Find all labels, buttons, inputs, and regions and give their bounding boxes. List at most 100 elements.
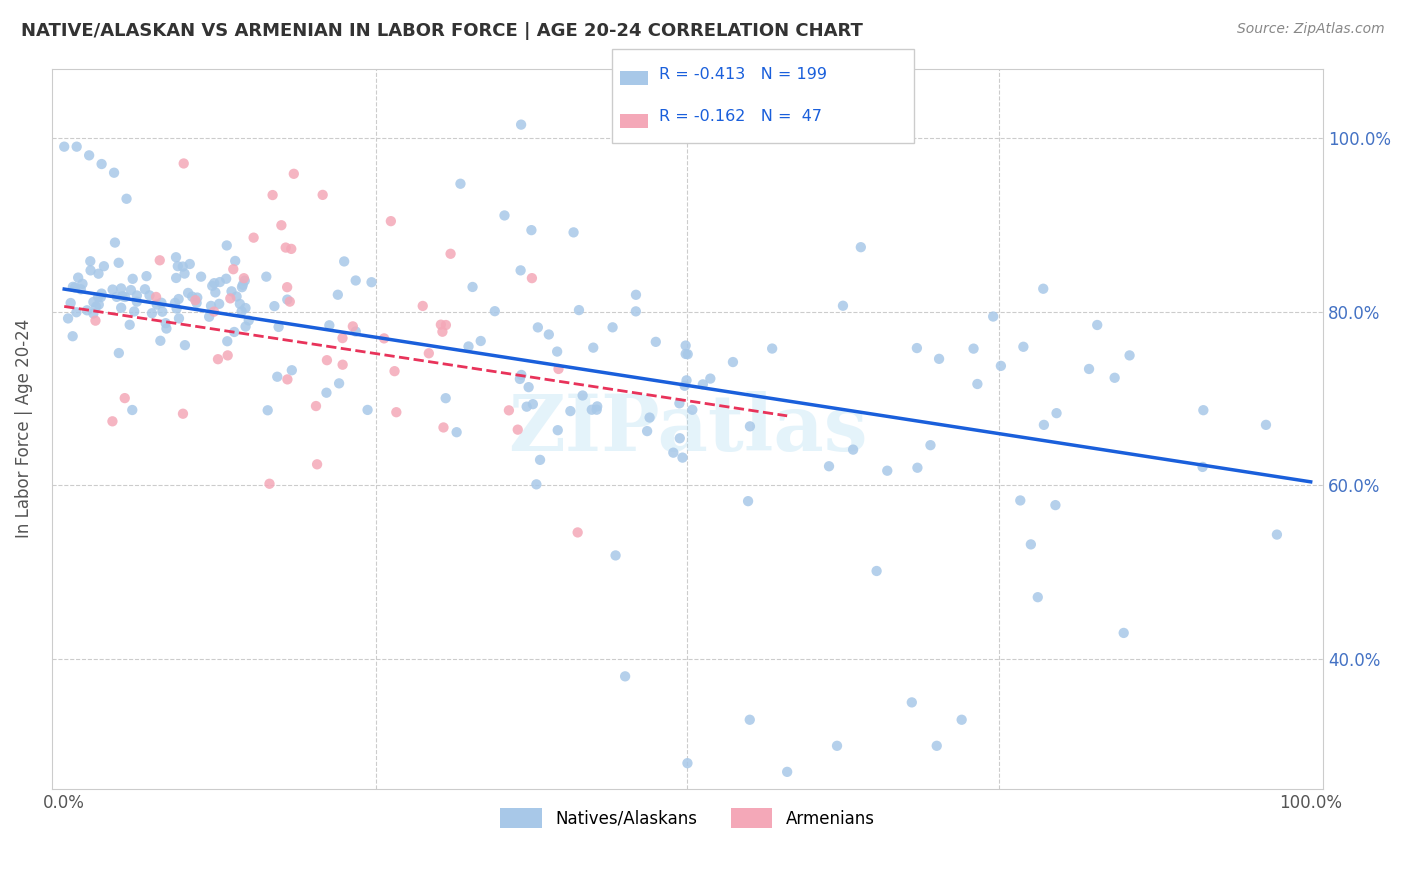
Point bbox=[571, 388, 593, 402]
Point bbox=[202, 276, 225, 290]
Point bbox=[316, 353, 339, 368]
Point bbox=[920, 438, 942, 452]
Point bbox=[62, 329, 84, 343]
Point bbox=[235, 301, 257, 315]
Point bbox=[101, 414, 124, 428]
Point bbox=[90, 290, 112, 304]
Point bbox=[120, 283, 142, 297]
Point bbox=[166, 259, 188, 273]
Point bbox=[225, 289, 247, 303]
Point bbox=[217, 348, 239, 362]
Point bbox=[825, 739, 848, 753]
Point bbox=[108, 346, 131, 360]
Point bbox=[167, 292, 190, 306]
Point bbox=[332, 358, 354, 372]
Point bbox=[671, 450, 693, 465]
Point bbox=[90, 286, 112, 301]
Point bbox=[87, 290, 110, 304]
Point bbox=[699, 371, 721, 385]
Point bbox=[166, 301, 188, 316]
Point bbox=[981, 310, 1004, 324]
Point bbox=[446, 425, 468, 440]
Point bbox=[1192, 403, 1215, 417]
Point bbox=[1045, 498, 1067, 512]
Point bbox=[110, 281, 132, 295]
Point bbox=[53, 139, 76, 153]
Point bbox=[638, 410, 661, 425]
Point bbox=[179, 257, 201, 271]
Point bbox=[155, 316, 177, 330]
Point bbox=[676, 347, 699, 361]
Point bbox=[662, 445, 685, 459]
Point bbox=[87, 267, 110, 281]
Point bbox=[434, 318, 457, 332]
Point bbox=[516, 400, 538, 414]
Point bbox=[509, 263, 531, 277]
Point bbox=[333, 254, 356, 268]
Point bbox=[79, 263, 101, 277]
Point bbox=[434, 391, 457, 405]
Point bbox=[111, 289, 134, 303]
Point bbox=[114, 391, 136, 405]
Point bbox=[141, 306, 163, 320]
Point bbox=[524, 477, 547, 491]
Point bbox=[208, 297, 231, 311]
Point bbox=[318, 318, 340, 333]
Point bbox=[146, 298, 169, 312]
Point bbox=[586, 400, 609, 414]
Point bbox=[145, 290, 167, 304]
Point bbox=[121, 272, 143, 286]
Point bbox=[537, 327, 560, 342]
Point bbox=[125, 294, 148, 309]
Point bbox=[373, 331, 395, 345]
Point bbox=[107, 256, 129, 270]
Point bbox=[962, 342, 984, 356]
Point bbox=[905, 341, 928, 355]
Point bbox=[1032, 417, 1054, 432]
Point bbox=[217, 334, 239, 349]
Point bbox=[675, 373, 697, 387]
Point bbox=[506, 423, 529, 437]
Point bbox=[966, 376, 988, 391]
Point bbox=[138, 288, 160, 302]
Point bbox=[90, 157, 112, 171]
Point bbox=[385, 405, 408, 419]
Point bbox=[668, 396, 690, 410]
Point bbox=[737, 494, 759, 508]
Point bbox=[84, 300, 107, 314]
Point bbox=[69, 282, 91, 296]
Point bbox=[276, 280, 298, 294]
Point bbox=[155, 321, 177, 335]
Point bbox=[242, 230, 264, 244]
Point bbox=[1045, 406, 1067, 420]
Point bbox=[267, 320, 290, 334]
Point bbox=[266, 369, 288, 384]
Point bbox=[224, 325, 246, 339]
Point bbox=[675, 347, 697, 361]
Point bbox=[605, 549, 627, 563]
Point bbox=[865, 564, 887, 578]
Point bbox=[105, 290, 128, 304]
Text: R = -0.162   N =  47: R = -0.162 N = 47 bbox=[659, 110, 823, 124]
Point bbox=[990, 359, 1012, 373]
Point bbox=[1010, 493, 1032, 508]
Point bbox=[215, 271, 238, 285]
Point bbox=[283, 167, 305, 181]
Point bbox=[676, 756, 699, 771]
Point bbox=[624, 287, 647, 301]
Point bbox=[818, 459, 841, 474]
Point bbox=[520, 223, 543, 237]
Point bbox=[198, 310, 221, 324]
Point bbox=[567, 525, 589, 540]
Point bbox=[63, 280, 86, 294]
Point bbox=[224, 254, 246, 268]
Point bbox=[232, 271, 254, 285]
Point bbox=[56, 311, 79, 326]
Point bbox=[208, 275, 231, 289]
Point bbox=[546, 344, 568, 359]
Point bbox=[114, 290, 136, 304]
Point bbox=[510, 368, 533, 382]
Point bbox=[568, 303, 591, 318]
Point bbox=[76, 303, 98, 318]
Point bbox=[104, 235, 127, 250]
